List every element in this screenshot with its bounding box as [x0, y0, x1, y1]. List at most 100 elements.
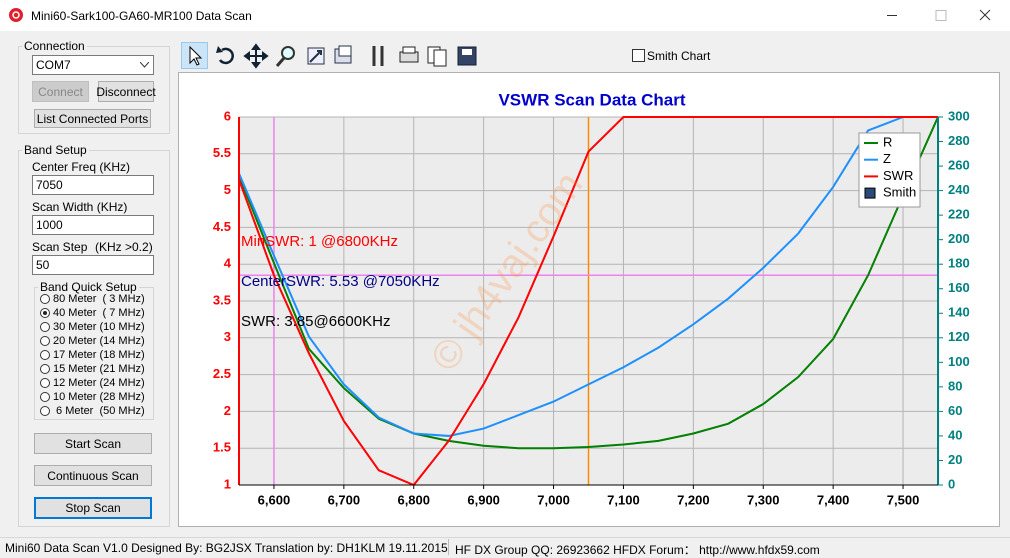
width-input[interactable]: 1000: [32, 215, 154, 235]
radio-label: 80 Meter ( 3 MHz): [53, 293, 145, 305]
y-tick-label: 5.5: [213, 145, 231, 160]
x-tick-label: 6,700: [328, 492, 361, 507]
radio-dot: [40, 294, 50, 304]
y2-tick-label: 280: [948, 133, 970, 148]
radio-dot: [40, 350, 50, 360]
annotation: SWR: 3.85@6600KHz: [241, 313, 390, 330]
port-value: COM7: [36, 58, 71, 72]
y2-tick-label: 40: [948, 427, 962, 442]
band-setup-group: [18, 150, 170, 527]
radio-dot: [40, 378, 50, 388]
y-tick-label: 2: [224, 403, 231, 418]
y-tick-label: 3.5: [213, 292, 231, 307]
toolbar: Smith Chart: [178, 40, 1000, 72]
annotation: MinSWR: 1 @6800KHz: [241, 233, 398, 250]
series-line: [238, 116, 939, 450]
radio-option[interactable]: 80 Meter ( 3 MHz): [40, 292, 152, 306]
y2-tick-label: 100: [948, 354, 970, 369]
radio-dot: [40, 392, 50, 402]
step-input[interactable]: 50: [32, 255, 154, 275]
start-button[interactable]: Start Scan: [34, 433, 152, 454]
y-tick-label: 1: [224, 476, 231, 491]
group-title: Band Quick Setup: [38, 280, 139, 294]
continuous-button[interactable]: Continuous Scan: [34, 465, 152, 486]
status-text: HF DX Group QQ: 26923662 HFDX Forum： htt…: [455, 543, 820, 557]
y2-tick-label: 240: [948, 182, 970, 197]
x-tick-label: 7,500: [887, 492, 920, 507]
radio-option[interactable]: 17 Meter (18 MHz): [40, 348, 152, 362]
radio-option[interactable]: 10 Meter (28 MHz): [40, 390, 152, 404]
radio-option[interactable]: 15 Meter (21 MHz): [40, 362, 152, 376]
radio-label: 12 Meter (24 MHz): [53, 377, 145, 389]
x-tick-label: 7,400: [817, 492, 850, 507]
window-title: Mini60-Sark100-GA60-MR100 Data Scan: [31, 9, 252, 23]
y-tick-label: 4: [224, 256, 232, 271]
radio-option[interactable]: 12 Meter (24 MHz): [40, 376, 152, 390]
radio-label: 10 Meter (28 MHz): [53, 391, 145, 403]
radio-dot: [40, 322, 50, 332]
y-tick-label: 3: [224, 329, 231, 344]
disconnect-button[interactable]: Disconnect: [96, 81, 156, 102]
radio-option[interactable]: 6 Meter (50 MHz): [40, 404, 152, 418]
field-label: Scan Width (KHz): [32, 200, 128, 214]
radio-label: 17 Meter (18 MHz): [53, 349, 145, 361]
radio-option[interactable]: 40 Meter ( 7 MHz): [40, 306, 152, 320]
x-tick-label: 6,800: [397, 492, 430, 507]
app-icon: [9, 8, 23, 22]
y2-tick-label: 220: [948, 207, 970, 222]
legend-label: Z: [883, 151, 891, 166]
x-tick-label: 7,100: [607, 492, 640, 507]
radio-list: 80 Meter ( 3 MHz) 40 Meter ( 7 MHz) 30 Met…: [40, 292, 152, 418]
legend-box: [858, 132, 921, 208]
stop-button[interactable]: Stop Scan: [34, 497, 152, 519]
field-label: Scan Step: [32, 240, 88, 254]
y-tick-label: 1.5: [213, 440, 231, 455]
x-tick-label: 7,300: [747, 492, 780, 507]
list-ports-button[interactable]: List Connected Ports: [34, 109, 151, 128]
chart-title: VSWR Scan Data Chart: [498, 90, 685, 109]
radio-option[interactable]: 30 Meter (10 MHz): [40, 320, 152, 334]
legend-label: R: [883, 134, 892, 149]
y2-tick-label: 160: [948, 280, 970, 295]
y-tick-label: 2.5: [213, 366, 231, 381]
connect-button[interactable]: Connect: [32, 81, 89, 102]
legend-label: SWR: [883, 168, 913, 183]
connection-group: [18, 46, 170, 134]
center-input[interactable]: 7050: [32, 175, 154, 195]
radio-label: 20 Meter (14 MHz): [53, 335, 145, 347]
y2-tick-label: 180: [948, 256, 970, 271]
radio-label: 30 Meter (10 MHz): [53, 321, 145, 333]
group-title: Band Setup: [22, 143, 89, 157]
y2-tick-label: 0: [948, 476, 955, 491]
field-label: Center Freq (KHz): [32, 160, 131, 174]
radio-label: 6 Meter (50 MHz): [53, 405, 145, 417]
legend-swatch: [864, 187, 876, 199]
radio-dot: [40, 406, 50, 416]
y2-tick-label: 80: [948, 378, 962, 393]
legend-label: Smith: [883, 185, 916, 200]
toolbar-icons[interactable]: [178, 40, 488, 72]
y-tick-label: 4.5: [213, 219, 231, 234]
y2-tick-label: 300: [948, 108, 970, 123]
radio-label: 40 Meter ( 7 MHz): [53, 307, 145, 319]
port-combo[interactable]: COM7: [32, 55, 154, 75]
y2-tick-label: 260: [948, 158, 970, 173]
annotation: CenterSWR: 5.53 @7050KHz: [241, 273, 440, 290]
y2-tick-label: 120: [948, 329, 970, 344]
status-text: Mini60 Data Scan V1.0 Designed By: BG2JS…: [5, 541, 448, 555]
x-tick-label: 6,900: [467, 492, 500, 507]
y-tick-label: 6: [224, 108, 231, 123]
x-tick-label: 6,600: [258, 492, 291, 507]
window-controls[interactable]: [880, 0, 1010, 31]
radio-dot: [40, 364, 50, 374]
y-tick-label: 5: [224, 182, 231, 197]
y2-tick-label: 200: [948, 231, 970, 246]
status-bar: Mini60 Data Scan V1.0 Designed By: BG2JS…: [0, 537, 1010, 557]
radio-option[interactable]: 20 Meter (14 MHz): [40, 334, 152, 348]
combo-arrow: [140, 62, 149, 68]
smith-checkbox[interactable]: [632, 49, 645, 62]
x-tick-label: 7,200: [677, 492, 710, 507]
radio-dot: [40, 308, 50, 318]
field-note: (KHz >0.2): [95, 240, 153, 254]
x-tick-label: 7,000: [537, 492, 570, 507]
